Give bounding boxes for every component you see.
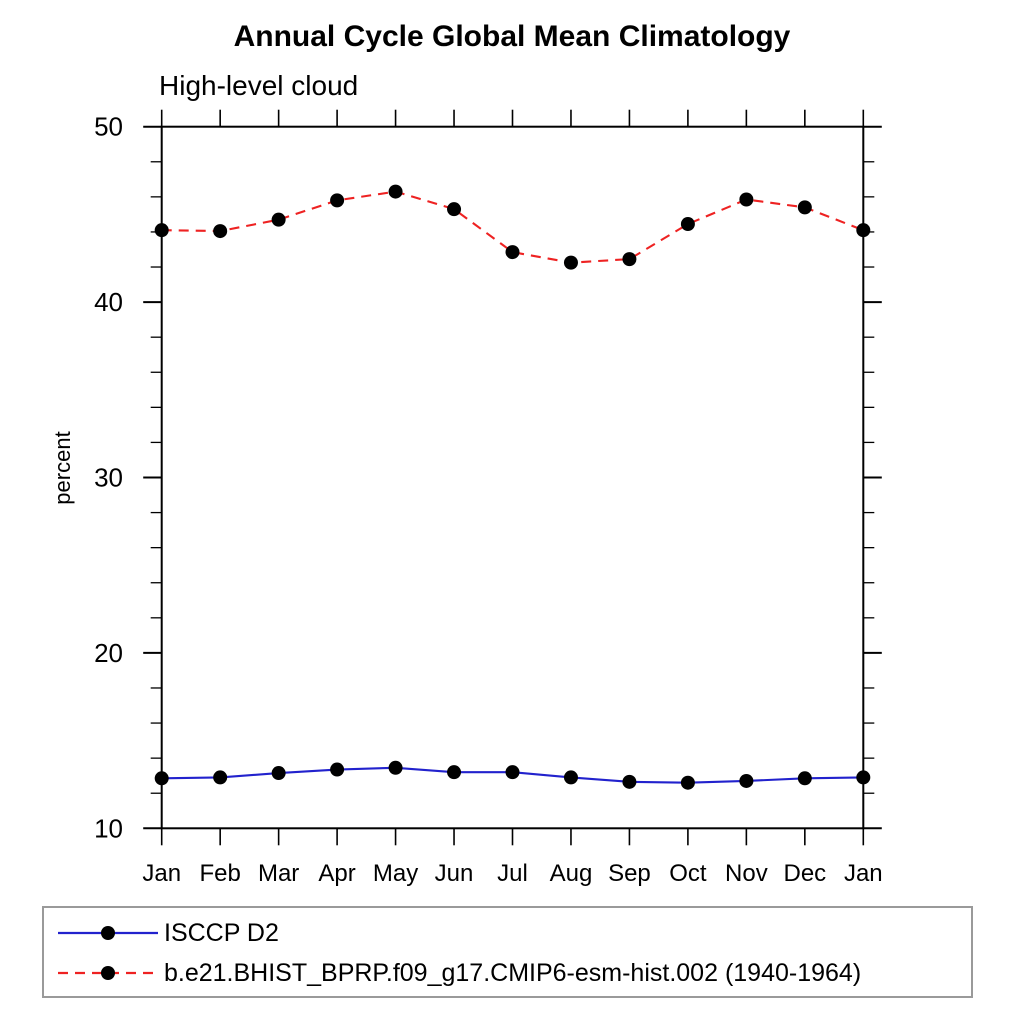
legend-solid-line-sample — [58, 926, 158, 940]
legend-label-isccp-d2: ISCCP D2 — [164, 918, 279, 947]
chart-title: Annual Cycle Global Mean Climatology — [233, 20, 791, 53]
data-point-marker — [505, 245, 520, 260]
data-point-marker — [797, 771, 812, 786]
data-point-marker — [680, 217, 695, 232]
axis-box — [160, 125, 865, 830]
data-point-marker — [330, 193, 345, 208]
x-tick-label: Oct — [669, 860, 707, 887]
data-point-marker — [505, 765, 520, 780]
x-tick-label: Mar — [258, 860, 299, 887]
data-point-marker — [856, 770, 871, 785]
x-tick-label: Feb — [199, 860, 240, 887]
data-point-marker — [447, 765, 462, 780]
legend-item-model-run: b.e21.BHIST_BPRP.f09_g17.CMIP6-esm-hist.… — [44, 953, 971, 993]
x-tick-label: Sep — [608, 860, 651, 887]
x-tick-label: Aug — [550, 860, 593, 887]
y-tick-label: 10 — [94, 813, 123, 843]
y-tick-label: 30 — [94, 463, 123, 493]
data-point-marker — [739, 192, 754, 207]
data-point-marker — [739, 773, 754, 788]
data-point-marker — [271, 212, 286, 227]
x-tick-label: Dec — [783, 860, 826, 887]
y-tick-label: 40 — [94, 287, 123, 317]
x-tick-label: Jan — [844, 860, 883, 887]
data-point-marker — [213, 770, 228, 785]
legend-dashed-line-sample — [58, 966, 158, 980]
x-tick-label: Apr — [318, 860, 355, 887]
x-tick-label: Jan — [142, 860, 181, 887]
data-point-marker — [563, 255, 578, 270]
chart-subtitle: High-level cloud — [159, 70, 359, 101]
data-point-marker — [330, 762, 345, 777]
data-point-marker — [271, 766, 286, 781]
x-tick-label: Nov — [725, 860, 768, 887]
data-point-marker — [154, 223, 169, 238]
data-point-marker — [622, 252, 637, 267]
data-point-marker — [388, 184, 403, 199]
legend-box: ISCCP D2 b.e21.BHIST_BPRP.f09_g17.CMIP6-… — [42, 906, 973, 998]
legend-sample-marker — [101, 926, 115, 940]
y-tick-label: 20 — [94, 638, 123, 668]
y-tick-label: 50 — [94, 112, 123, 142]
data-point-marker — [213, 224, 228, 239]
x-tick-label: Jul — [497, 860, 528, 887]
x-tick-label: Jun — [435, 860, 474, 887]
x-tick-label: May — [373, 860, 418, 887]
data-point-marker — [388, 760, 403, 775]
legend-item-isccp-d2: ISCCP D2 — [44, 913, 971, 953]
data-point-marker — [622, 774, 637, 789]
data-point-marker — [154, 771, 169, 786]
data-point-marker — [856, 223, 871, 238]
legend-sample-marker — [101, 966, 115, 980]
data-point-marker — [680, 775, 695, 790]
legend-label-model-run: b.e21.BHIST_BPRP.f09_g17.CMIP6-esm-hist.… — [164, 958, 862, 987]
data-point-marker — [447, 202, 462, 217]
data-point-marker — [797, 200, 812, 215]
data-point-marker — [563, 770, 578, 785]
